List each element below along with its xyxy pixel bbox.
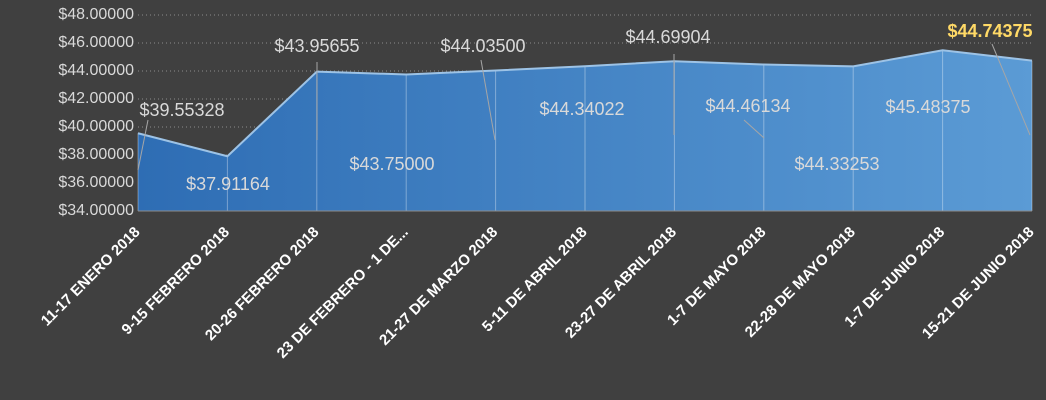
- y-tick-label: $46.00000: [58, 34, 134, 51]
- data-label: $44.03500: [440, 36, 525, 56]
- y-tick-label: $44.00000: [58, 62, 134, 79]
- data-label: $45.48375: [885, 97, 970, 117]
- y-tick-label: $40.00000: [58, 118, 134, 135]
- x-tick-label: 11-17 ENERO 2018: [38, 224, 144, 330]
- data-label: $43.95655: [274, 36, 359, 56]
- data-label: $44.74375: [947, 21, 1032, 41]
- leader-line: [743, 119, 765, 139]
- leader-line: [137, 119, 149, 171]
- x-tick-label: 1-7 DE MAYO 2018: [664, 224, 769, 329]
- data-label: $43.75000: [349, 154, 434, 174]
- data-label: $44.34022: [539, 99, 624, 119]
- data-label: $44.69904: [625, 27, 710, 47]
- y-tick-label: $42.00000: [58, 90, 134, 107]
- area-edge: [137, 49, 1033, 158]
- y-tick-label: $34.00000: [58, 202, 134, 219]
- x-tick-label: 1-7 DE JUNIO 2018: [841, 224, 948, 331]
- y-tick-label: $36.00000: [58, 174, 134, 191]
- data-label: $44.33253: [794, 154, 879, 174]
- data-label: $37.91164: [186, 174, 270, 194]
- area: [138, 50, 1032, 211]
- leader-line: [991, 43, 1031, 136]
- y-tick-label: $38.00000: [58, 146, 134, 163]
- data-label: $44.46134: [705, 96, 790, 116]
- y-tick-label: $48.00000: [58, 6, 134, 23]
- leader-line: [480, 59, 496, 141]
- data-label: $39.55328: [139, 100, 224, 120]
